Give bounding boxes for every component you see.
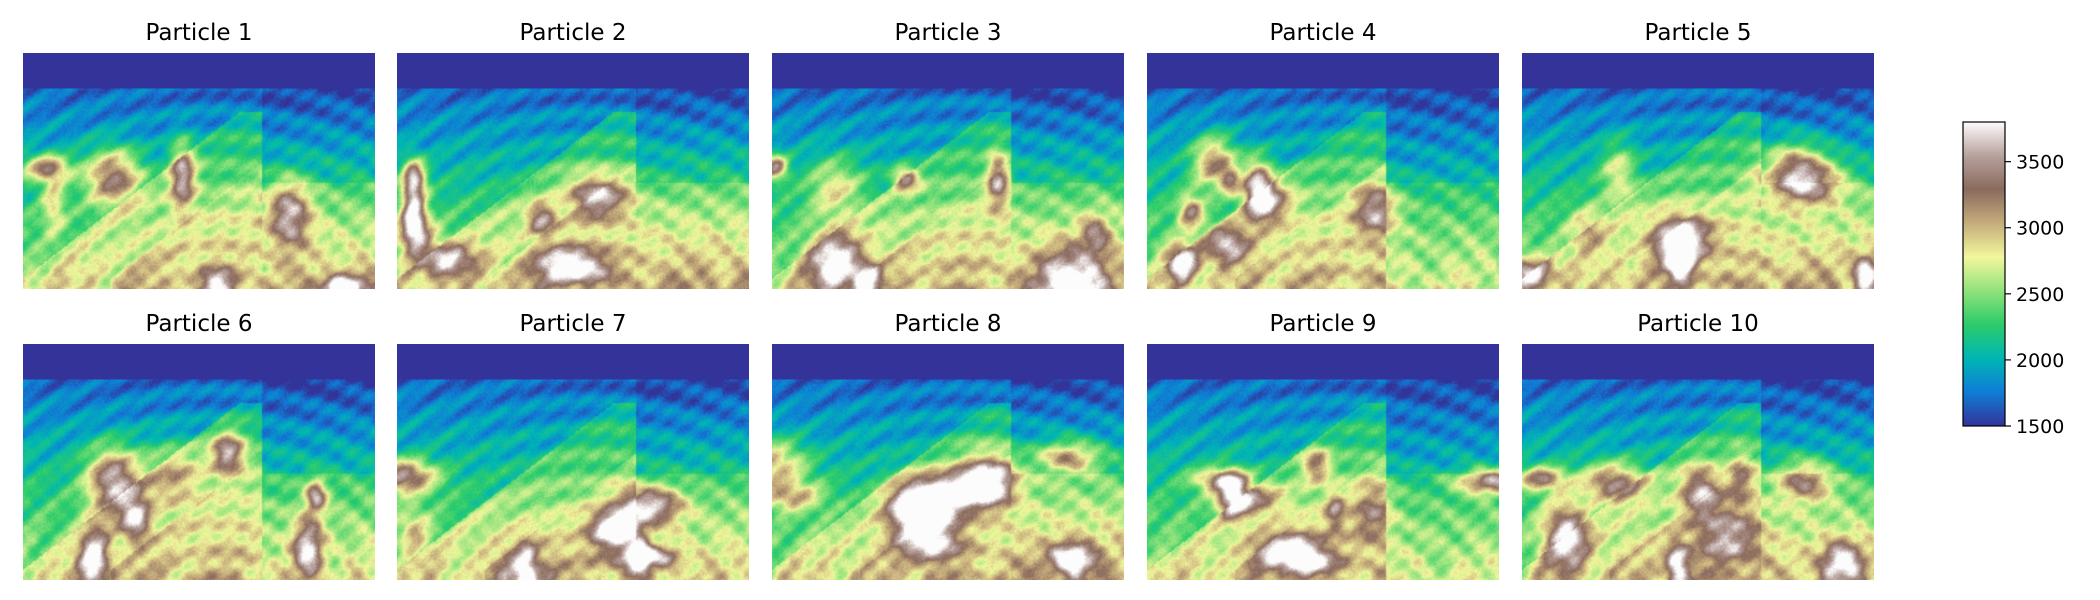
panel-heatmap bbox=[23, 344, 375, 580]
panel-particle-1: Particle 1 bbox=[23, 20, 375, 289]
panel-title: Particle 7 bbox=[520, 311, 627, 337]
panel-heatmap bbox=[1147, 344, 1499, 580]
panel-title: Particle 8 bbox=[895, 311, 1002, 337]
panel-heatmap bbox=[23, 53, 375, 289]
panel-title: Particle 1 bbox=[146, 20, 253, 46]
panel-heatmap bbox=[1147, 53, 1499, 289]
panel-heatmap bbox=[772, 53, 1124, 289]
panel-particle-9: Particle 9 bbox=[1147, 311, 1499, 580]
colorbar-tick-label: 3000 bbox=[2016, 218, 2064, 240]
panel-heatmap bbox=[1522, 344, 1874, 580]
colorbar-tick-label: 3500 bbox=[2016, 152, 2064, 174]
panel-heatmap bbox=[397, 53, 749, 289]
panel-title: Particle 4 bbox=[1270, 20, 1377, 46]
panel-title: Particle 6 bbox=[146, 311, 253, 337]
panel-grid: Particle 1 Particle 2 Particle 3 Particle 4… bbox=[23, 20, 1874, 580]
panel-particle-3: Particle 3 bbox=[772, 20, 1124, 289]
panel-title: Particle 10 bbox=[1637, 311, 1759, 337]
panel-heatmap bbox=[772, 344, 1124, 580]
colorbar-tick-label: 2000 bbox=[2016, 350, 2064, 372]
panel-heatmap bbox=[397, 344, 749, 580]
panel-particle-5: Particle 5 bbox=[1522, 20, 1874, 289]
panel-particle-4: Particle 4 bbox=[1147, 20, 1499, 289]
panel-title: Particle 9 bbox=[1270, 311, 1377, 337]
panel-particle-6: Particle 6 bbox=[23, 311, 375, 580]
panel-title: Particle 3 bbox=[895, 20, 1002, 46]
colorbar-tick-label: 1500 bbox=[2016, 416, 2064, 438]
colorbar: 1500 2000 2500 3000 3500 bbox=[1962, 121, 2064, 438]
panel-title: Particle 2 bbox=[520, 20, 627, 46]
panel-particle-8: Particle 8 bbox=[772, 311, 1124, 580]
panel-particle-2: Particle 2 bbox=[397, 20, 749, 289]
colorbar-gradient bbox=[1962, 121, 2006, 427]
panel-heatmap bbox=[1522, 53, 1874, 289]
panel-particle-7: Particle 7 bbox=[397, 311, 749, 580]
colorbar-ticks: 1500 2000 2500 3000 3500 bbox=[2005, 152, 2064, 438]
panel-particle-10: Particle 10 bbox=[1522, 311, 1874, 580]
panel-title: Particle 5 bbox=[1645, 20, 1752, 46]
colorbar-tick-label: 2500 bbox=[2016, 284, 2064, 306]
